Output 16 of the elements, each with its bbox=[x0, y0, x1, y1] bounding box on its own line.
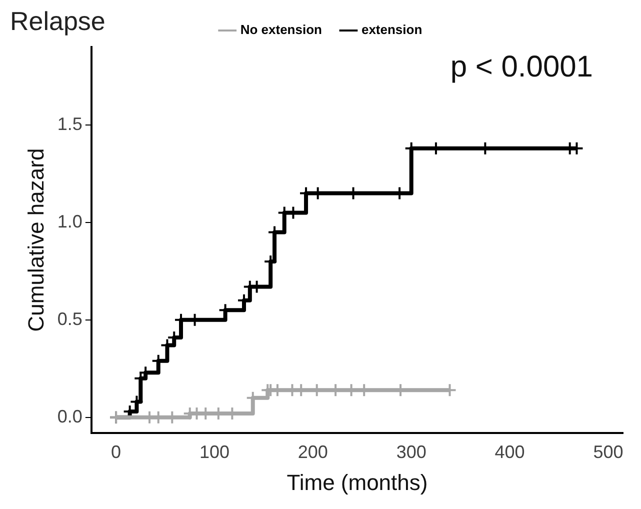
x-axis-title: Time (months) bbox=[286, 470, 428, 495]
chart-title: Relapse bbox=[10, 6, 106, 37]
y-tick-label: 1.0 bbox=[57, 211, 82, 232]
x-tick-label: 100 bbox=[199, 442, 230, 462]
annotation: p < 0.0001 bbox=[450, 50, 593, 84]
y-tick-label: 0.0 bbox=[57, 406, 82, 426]
x-tick-label: 200 bbox=[298, 442, 328, 462]
legend-label: No extension bbox=[240, 22, 322, 38]
x-tick-label: 300 bbox=[396, 442, 426, 462]
x-tick-label: 400 bbox=[494, 442, 525, 462]
y-tick-label: 1.5 bbox=[57, 114, 82, 134]
x-tick-label: 500 bbox=[593, 442, 624, 462]
x-tick-label: 0 bbox=[111, 442, 122, 462]
y-tick-label: 0.5 bbox=[57, 308, 82, 329]
y-axis-title: Cumulative hazard bbox=[23, 148, 48, 332]
legend-label: extension bbox=[361, 22, 422, 38]
